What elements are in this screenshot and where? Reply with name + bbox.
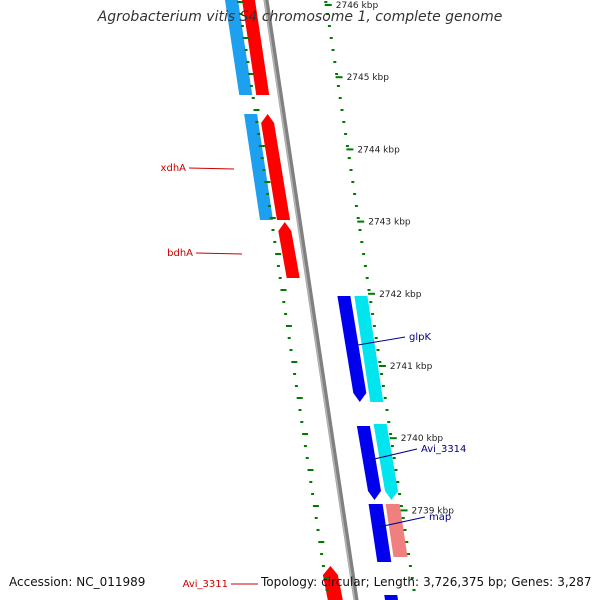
gene-arrow [278,222,300,278]
gene-label-leader [357,336,406,346]
map-title: Agrobacterium vitis S4 chromosome 1, com… [97,9,503,25]
gene-arrow [384,595,398,600]
gene-arrow [373,424,398,500]
genome-stats: Topology: circular; Length: 3,726,375 bp; Ge… [261,575,596,589]
topology-label: Topology: [261,575,318,589]
scale-tick-label: 2741 kbp [390,362,433,372]
gene-label-leader [378,516,426,528]
gene-arrow [242,0,270,95]
topology-value: circular; [321,575,370,589]
chromosome-backbone [263,0,359,600]
scale-tick-label: 2739 kbp [412,506,455,516]
gene-arrow [368,504,392,562]
accession-label: Accession: [9,575,73,589]
scale-tick-label: 2746 kbp [336,1,379,11]
gene-arrow [261,114,290,220]
gene-label: Avi_3311 [183,579,228,590]
gene-arrow [356,426,381,500]
backbone-highlight [263,0,356,600]
gene-label-leader [195,252,243,255]
accession-value: NC_011989 [76,575,146,589]
scale-tick-label: 2744 kbp [357,145,400,155]
gene-label: glpK [409,332,431,343]
accession-info: Accession: NC_011989 [9,575,145,589]
gene-label-leader [188,167,235,170]
gene-arrow [354,296,384,402]
scale-tick-label: 2745 kbp [347,73,390,83]
scale-tick-label: 2742 kbp [379,290,422,300]
gene-arrow [385,504,408,557]
gene-arrow [337,296,367,402]
genes-value: 3,287 [557,575,592,589]
length-value: 3,726,375 bp; [423,575,508,589]
scale-tick-label: 2743 kbp [368,218,411,228]
scale-tick-label: 2740 kbp [401,434,444,444]
gene-arrow [244,114,273,220]
genes-label: Genes: [511,575,554,589]
length-label: Length: [373,575,420,589]
gene-arrow [225,0,253,95]
gene-label: bdhA [167,248,193,259]
gene-label-leader [369,448,418,461]
gene-label: Avi_3314 [421,444,466,455]
gene-arrow [322,566,343,600]
gene-label: xdhA [161,163,187,174]
gene-label: map [429,512,451,523]
